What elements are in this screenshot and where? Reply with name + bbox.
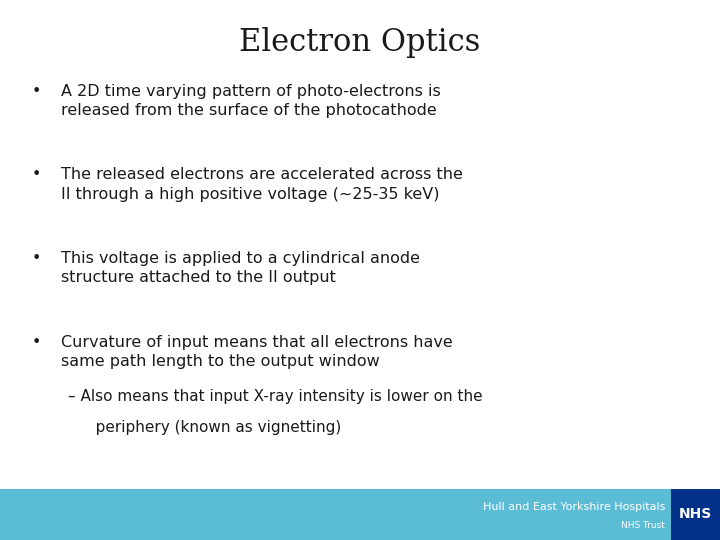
Text: •: • <box>31 167 41 183</box>
Text: •: • <box>31 84 41 99</box>
Text: A 2D time varying pattern of photo-electrons is
released from the surface of the: A 2D time varying pattern of photo-elect… <box>61 84 441 118</box>
Text: This voltage is applied to a cylindrical anode
structure attached to the II outp: This voltage is applied to a cylindrical… <box>61 251 420 285</box>
Bar <box>671 489 720 540</box>
Text: periphery (known as vignetting): periphery (known as vignetting) <box>81 420 341 435</box>
Text: Hull and East Yorkshire Hospitals: Hull and East Yorkshire Hospitals <box>483 502 665 512</box>
Text: NHS Trust: NHS Trust <box>621 521 665 530</box>
Text: Electron Optics: Electron Optics <box>239 27 481 58</box>
Text: •: • <box>31 335 41 350</box>
Text: •: • <box>31 251 41 266</box>
Text: Curvature of input means that all electrons have
same path length to the output : Curvature of input means that all electr… <box>61 335 453 369</box>
Text: – Also means that input X-ray intensity is lower on the: – Also means that input X-ray intensity … <box>68 389 483 404</box>
Text: NHS: NHS <box>679 508 712 521</box>
Bar <box>0 489 720 540</box>
Text: The released electrons are accelerated across the
II through a high positive vol: The released electrons are accelerated a… <box>61 167 463 201</box>
